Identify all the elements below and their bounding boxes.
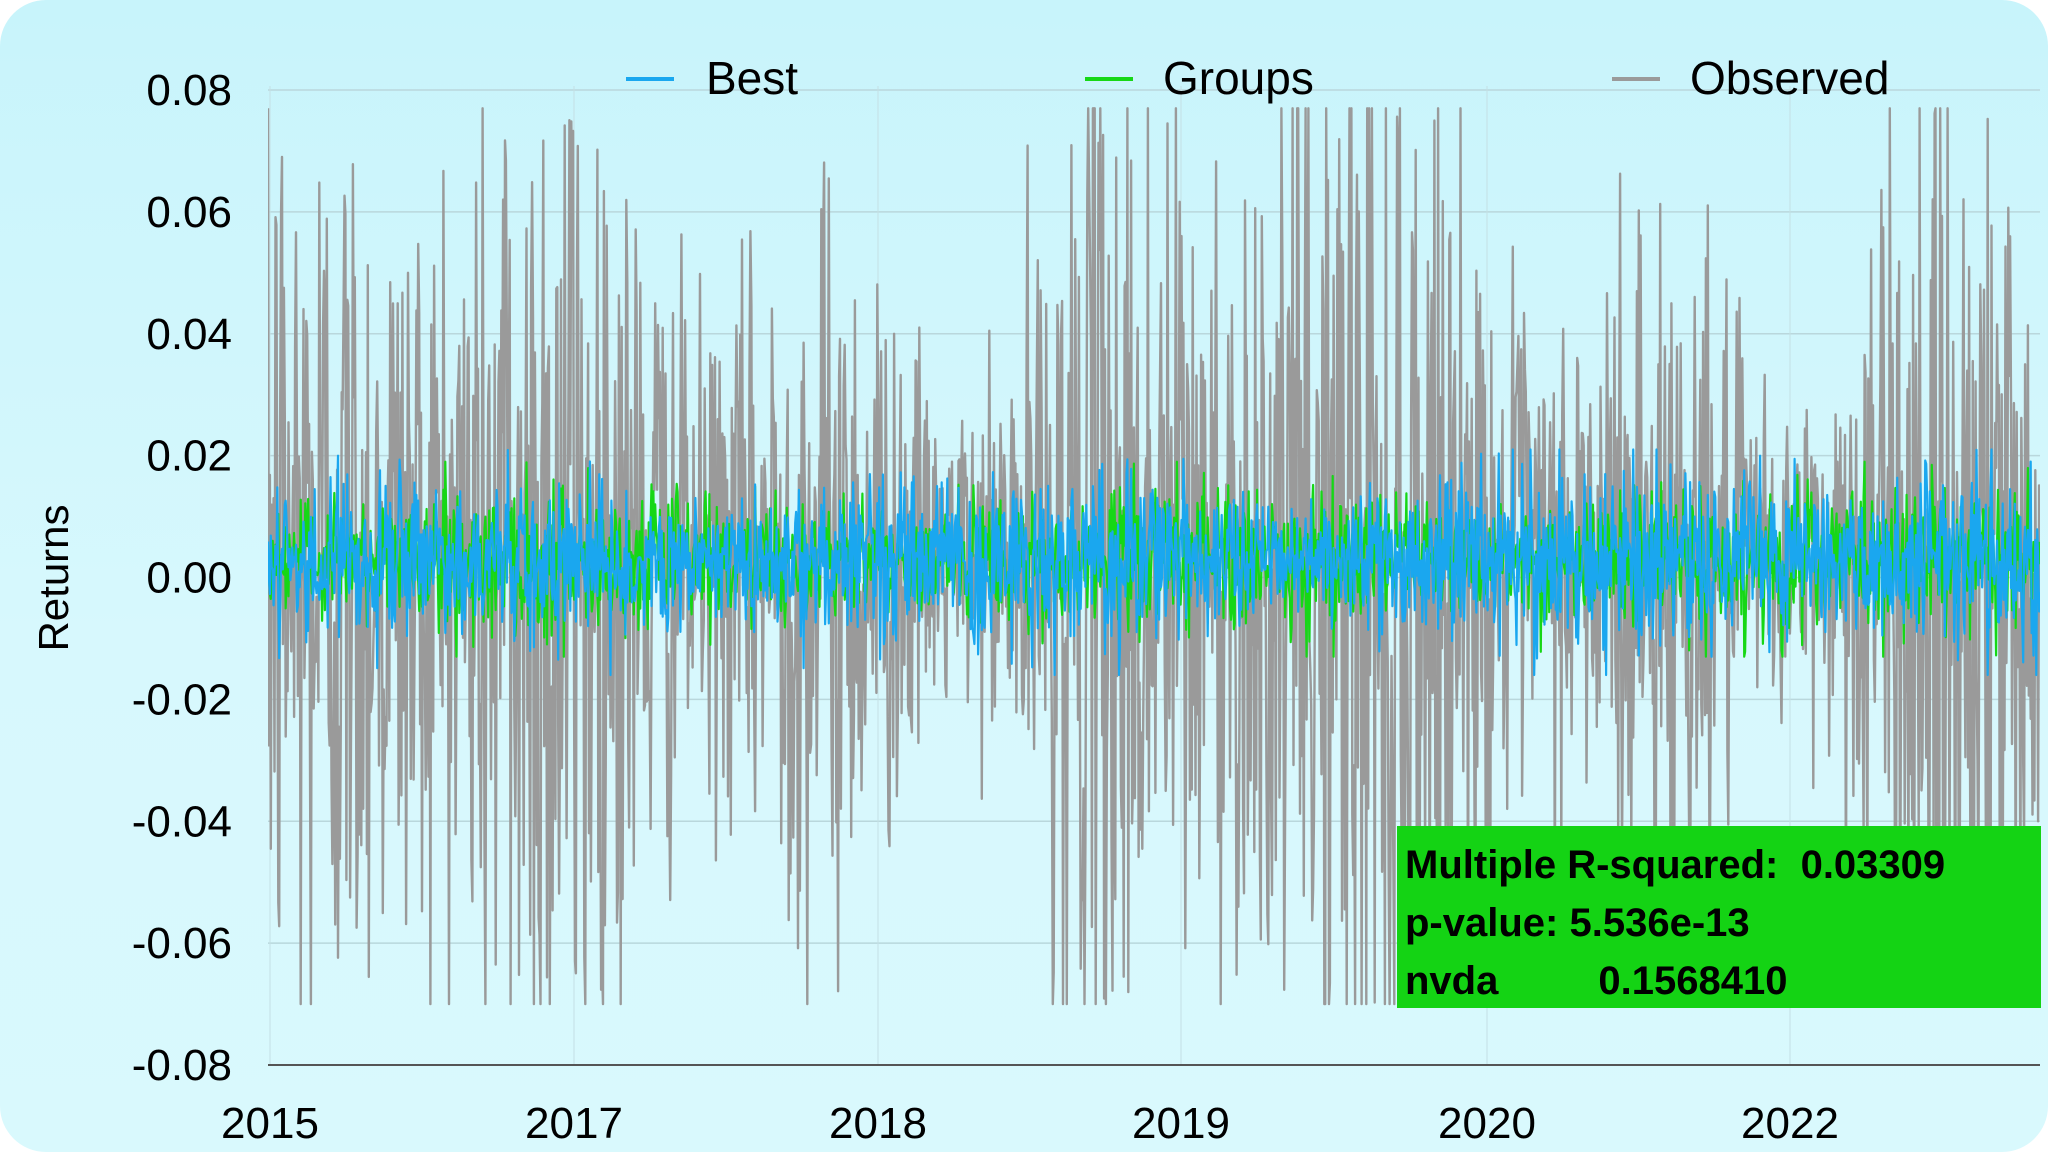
y-tick-label-6: -0.04 (132, 797, 232, 846)
series-lines (268, 107, 2040, 1006)
series-line-best (268, 448, 2040, 677)
x-tick-label-3: 2019 (1132, 1099, 1230, 1148)
y-tick-label-7: -0.06 (132, 919, 232, 968)
y-tick-label-3: 0.02 (146, 432, 232, 481)
y-tick-label-0: 0.08 (146, 66, 232, 115)
legend-label-groups: Groups (1163, 52, 1314, 104)
y-tick-label-5: -0.02 (132, 675, 232, 724)
y-tick-label-8: -0.08 (132, 1041, 232, 1090)
x-tick-label-2: 2018 (829, 1099, 927, 1148)
x-tick-label-1: 2017 (525, 1099, 623, 1148)
p-value-text: p-value: 5.536e-13 (1405, 901, 1750, 945)
x-tick-label-4: 2020 (1438, 1099, 1536, 1148)
y-tick-label-4: 0.00 (146, 554, 232, 603)
legend-label-observed: Observed (1690, 52, 1889, 104)
regression-stats-box: Multiple R-squared: 0.03309 p-value: 5.5… (1397, 826, 2041, 1008)
x-tick-label-5: 2022 (1741, 1099, 1839, 1148)
y-tick-label-1: 0.06 (146, 188, 232, 237)
legend: Best Groups Observed (626, 52, 1889, 104)
legend-label-best: Best (706, 52, 798, 104)
x-axis-ticks: 2015 2017 2018 2019 2020 2022 (221, 1099, 1839, 1148)
r-squared-text: Multiple R-squared: 0.03309 (1405, 843, 1946, 887)
y-axis-ticks: 0.08 0.06 0.04 0.02 0.00 -0.02 -0.04 -0.06 -0.08 (132, 66, 232, 1090)
x-tick-label-0: 2015 (221, 1099, 319, 1148)
y-tick-label-2: 0.04 (146, 310, 232, 359)
y-axis-title: Returns (30, 504, 77, 651)
coefficient-text: nvda 0.1568410 (1405, 959, 1788, 1003)
